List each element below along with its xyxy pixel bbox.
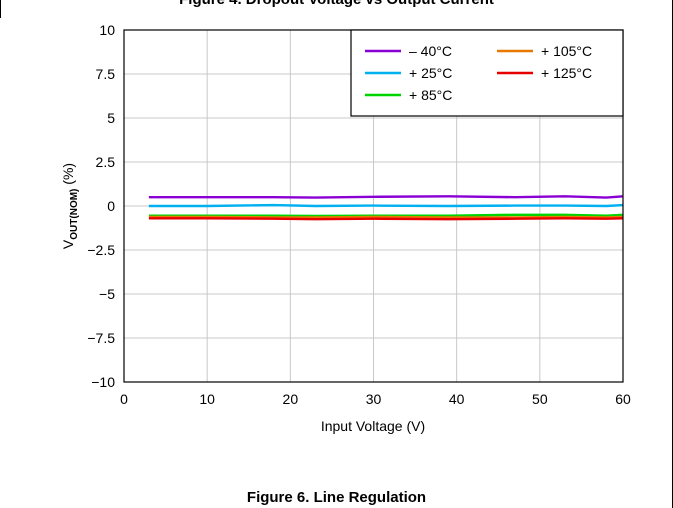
legend-label: + 25°C <box>409 65 452 81</box>
legend-label: + 85°C <box>409 87 452 103</box>
y-tick-label: 10 <box>99 22 115 38</box>
legend-label: + 105°C <box>541 43 592 59</box>
y-tick-label: −2.5 <box>87 242 115 258</box>
x-tick-label: 30 <box>366 391 382 407</box>
y-tick-label: 2.5 <box>96 154 116 170</box>
series-lines <box>148 195 624 221</box>
x-tick-label: 40 <box>449 391 465 407</box>
figure-caption: Figure 6. Line Regulation <box>246 489 427 506</box>
legend: – 40°C + 25°C + 85°C + 105°C + 125°C <box>350 29 624 117</box>
tick-labels: 0 10 20 30 40 50 60 10 7.5 5 2.5 0 −2.5 −5 −7.5 −10 <box>87 22 631 407</box>
y-axis-label: VOUT(NOM) (%) <box>60 163 80 249</box>
x-tick-label: 10 <box>199 391 215 407</box>
y-tick-label: 0 <box>107 198 115 214</box>
x-tick-label: 0 <box>120 391 128 407</box>
y-tick-label: −10 <box>91 374 115 390</box>
top-figure-caption: Figure 4. Dropout Voltage vs Output Curr… <box>0 0 673 8</box>
y-tick-label: 5 <box>107 110 115 126</box>
x-axis-label: Input Voltage (V) <box>321 418 425 434</box>
series-line-0 <box>148 195 624 199</box>
legend-label: – 40°C <box>409 43 452 59</box>
y-tick-label: 7.5 <box>96 66 116 82</box>
x-tick-label: 50 <box>532 391 548 407</box>
series-line-4 <box>148 217 624 221</box>
series-line-2 <box>148 213 624 218</box>
x-tick-label: 60 <box>615 391 631 407</box>
x-tick-label: 20 <box>283 391 299 407</box>
series-line-1 <box>148 203 624 208</box>
series-line-3 <box>148 215 624 219</box>
y-tick-label: −7.5 <box>87 330 115 346</box>
y-axis-label-subscript: OUT(NOM) <box>69 189 80 240</box>
legend-label: + 125°C <box>541 65 592 81</box>
page-border-left <box>0 0 1 18</box>
y-tick-label: −5 <box>99 286 115 302</box>
